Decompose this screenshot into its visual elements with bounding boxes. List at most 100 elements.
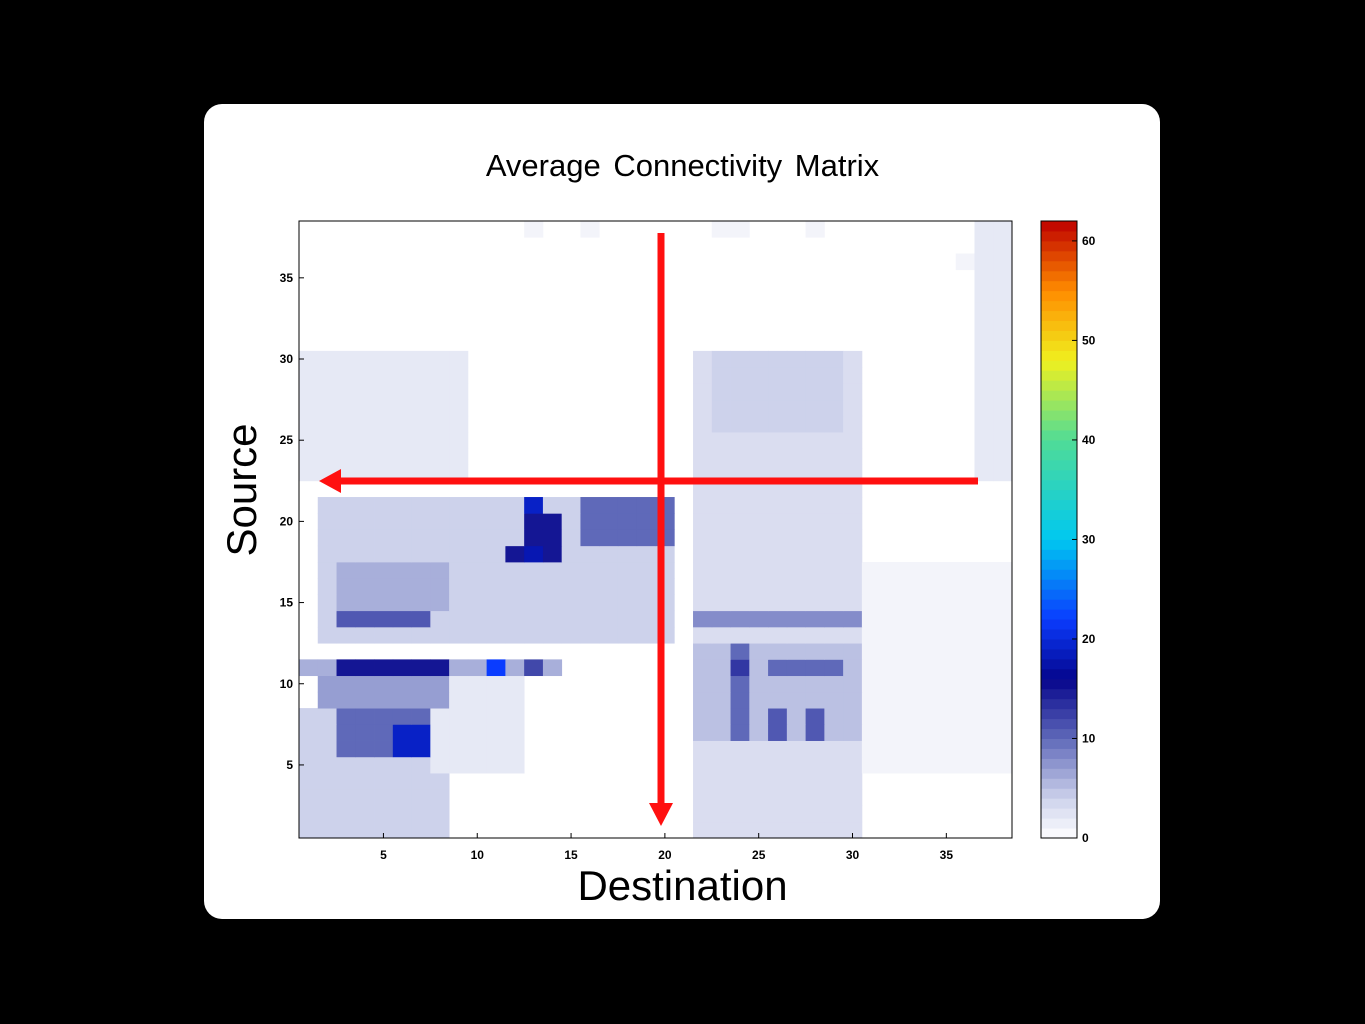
heatmap-cell [355, 821, 375, 839]
heatmap-cell [467, 756, 488, 774]
heatmap-cell [374, 350, 394, 368]
heatmap-cell [711, 805, 731, 823]
colorbar-segment [1041, 270, 1077, 282]
heatmap-cell [392, 756, 412, 774]
heatmap-cell [974, 740, 994, 758]
heatmap-cell [411, 691, 431, 709]
heatmap-cell [561, 626, 581, 644]
colorbar-segment [1041, 290, 1077, 302]
heatmap-cell [355, 594, 375, 612]
heatmap-cell [843, 529, 863, 547]
heatmap-cell [768, 513, 788, 530]
heatmap-cell [918, 756, 938, 774]
heatmap-cell [467, 708, 488, 725]
colorbar-segment [1041, 658, 1077, 670]
heatmap-cell [524, 221, 544, 238]
heatmap-cell [918, 643, 938, 660]
heatmap-cell [974, 269, 994, 287]
heatmap-cell [955, 675, 975, 693]
colorbar-segment [1041, 429, 1077, 441]
heatmap-cell [805, 610, 825, 628]
heatmap-cell [786, 464, 806, 482]
heatmap-cell [711, 821, 731, 839]
heatmap-cell [693, 724, 713, 741]
heatmap-cell [936, 594, 957, 612]
heatmap-cell [392, 691, 412, 709]
heatmap-cell [355, 464, 375, 482]
heatmap-cell [768, 773, 788, 790]
heatmap-cell [955, 708, 975, 725]
heatmap-cell [693, 691, 713, 709]
heatmap-cell [843, 561, 863, 579]
heatmap-cell [730, 805, 750, 823]
heatmap-cell [936, 561, 957, 579]
heatmap-cell [599, 513, 619, 530]
heatmap-cell [561, 561, 581, 579]
heatmap-cell [936, 578, 957, 595]
heatmap-cell [824, 773, 844, 790]
heatmap-cell [392, 675, 412, 693]
heatmap-cell [993, 464, 1013, 482]
heatmap-cell [899, 561, 919, 579]
heatmap-cell [299, 383, 319, 401]
heatmap-cell [955, 643, 975, 660]
heatmap-cell [974, 350, 994, 368]
y-tick-label: 10 [280, 677, 294, 691]
heatmap-cell [768, 740, 788, 758]
heatmap-cell [918, 724, 938, 741]
heatmap-cell [899, 724, 919, 741]
heatmap-cell [467, 691, 488, 709]
heatmap-cell [599, 561, 619, 579]
heatmap-cell [449, 724, 469, 741]
heatmap-cell [392, 626, 412, 644]
heatmap-cell [486, 561, 506, 579]
heatmap-cell [374, 724, 394, 741]
colorbar-segment [1041, 509, 1077, 521]
y-tick-label: 5 [286, 758, 293, 772]
heatmap-cell [936, 708, 957, 725]
heatmap-cell [936, 643, 957, 660]
heatmap-cell [693, 432, 713, 449]
heatmap-cell [749, 399, 769, 417]
heatmap-cell [786, 805, 806, 823]
heatmap-cell [880, 659, 900, 677]
heatmap-cell [936, 756, 957, 774]
heatmap-cell [449, 399, 469, 417]
heatmap-cell [374, 432, 394, 449]
heatmap-cell [617, 626, 638, 644]
heatmap-cell [768, 464, 788, 482]
plot-frame [298, 220, 1013, 839]
colorbar-segment [1041, 439, 1077, 451]
heatmap-cell [299, 432, 319, 449]
heatmap-cell [355, 497, 375, 514]
heatmap-cell [824, 448, 844, 465]
heatmap-cell [730, 659, 750, 677]
colorbar-segment [1041, 360, 1077, 371]
heatmap-cell [843, 773, 863, 790]
heatmap-cell [467, 675, 488, 693]
heatmap-cell [449, 756, 469, 774]
heatmap-cell [392, 561, 412, 579]
heatmap-cell [486, 708, 506, 725]
colorbar-tick-label: 40 [1082, 433, 1096, 447]
heatmap-cell [711, 399, 731, 417]
heatmap-cell [824, 643, 844, 660]
heatmap-cell [711, 480, 731, 498]
heatmap-cell [730, 561, 750, 579]
heatmap-cell [505, 724, 525, 741]
heatmap-cell [843, 480, 863, 498]
heatmap-cell [880, 594, 900, 612]
heatmap-cell [974, 334, 994, 352]
heatmap-cell [918, 740, 938, 758]
heatmap-cell [693, 659, 713, 677]
heatmap-cell [374, 383, 394, 401]
heatmap-cell [730, 415, 750, 433]
heatmap-cell [580, 545, 600, 563]
heatmap-cell [974, 383, 994, 401]
heatmap-cell [636, 545, 656, 563]
heatmap-cell [824, 708, 844, 725]
heatmap-cell [542, 578, 563, 595]
heatmap-cell [636, 513, 656, 530]
heatmap-cell [955, 253, 975, 271]
